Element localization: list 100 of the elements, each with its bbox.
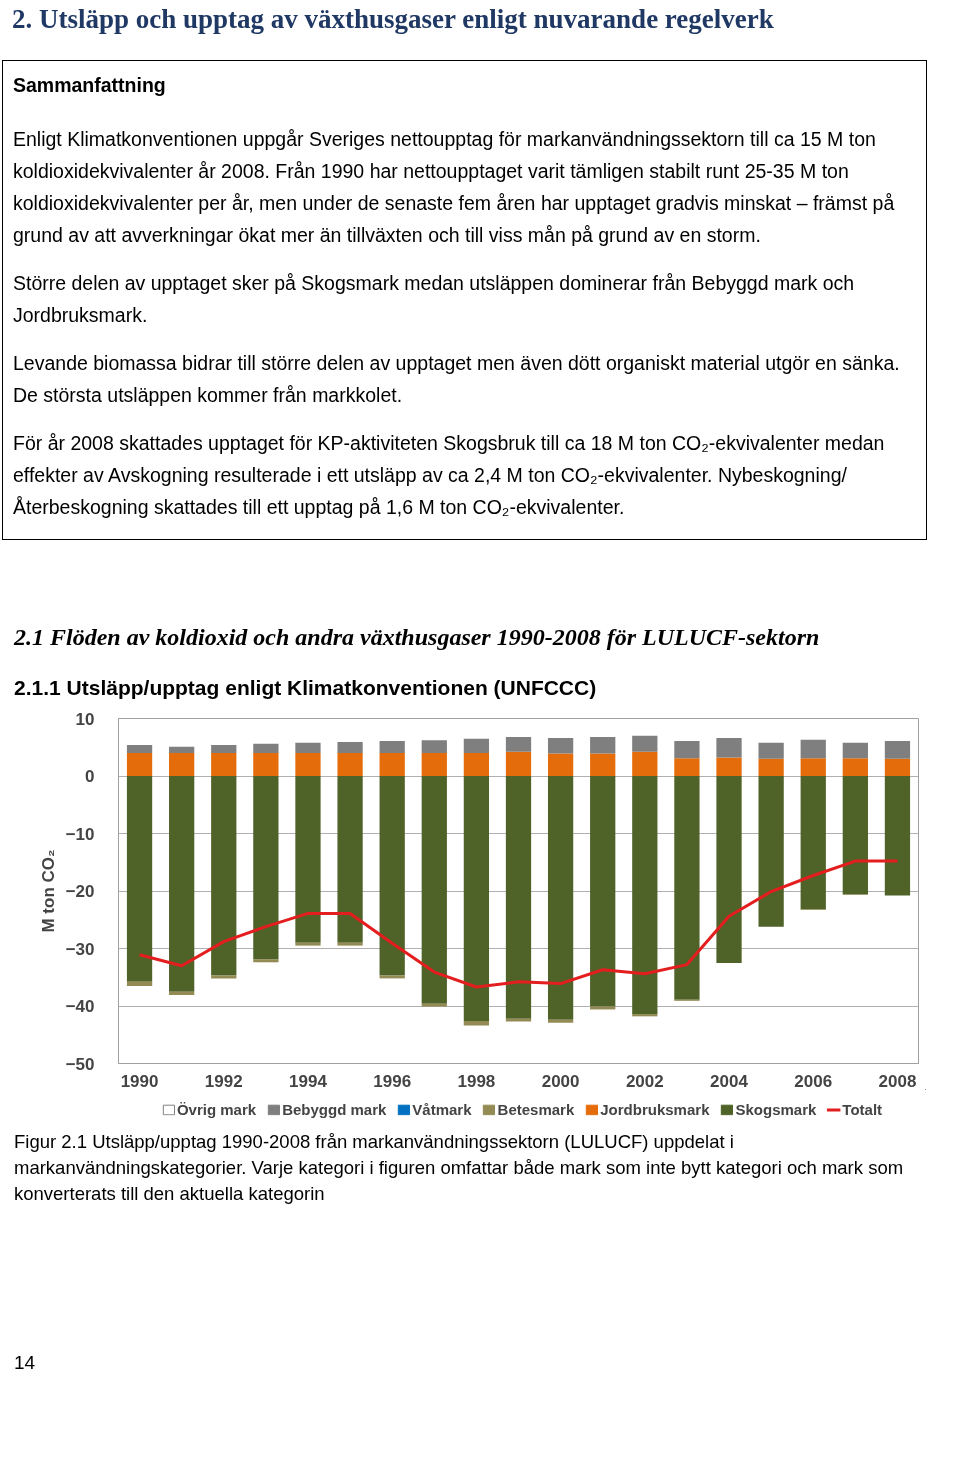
bar <box>632 735 658 752</box>
y-tick-label: −10 <box>65 824 95 844</box>
bar <box>758 742 784 759</box>
x-tick-label: 1994 <box>289 1071 328 1091</box>
bar <box>674 758 700 776</box>
bar <box>169 753 195 776</box>
bar <box>253 776 279 960</box>
y-tick-label: −30 <box>65 939 95 959</box>
x-tick-label: 1998 <box>457 1071 496 1091</box>
bar <box>379 753 405 776</box>
text: 2.1 Flöden av koldioxid och andra växthusgaser 1990-2008 för LULUCF-sektorn <box>14 623 820 652</box>
bar <box>842 758 868 776</box>
bar <box>126 776 153 982</box>
bar <box>547 738 574 754</box>
x-tick-label: 1996 <box>373 1071 412 1091</box>
bar <box>126 981 153 986</box>
y-axis-title: M ton CO₂ <box>38 849 58 933</box>
bar <box>884 758 911 776</box>
bar <box>295 942 321 946</box>
bar <box>421 776 447 1004</box>
bar <box>253 959 279 963</box>
y-tick-label: 0 <box>85 767 95 786</box>
bar <box>505 736 532 752</box>
bar <box>463 1020 490 1026</box>
legend-label: Våtmark <box>412 1100 472 1118</box>
bar <box>716 757 742 776</box>
bar <box>295 776 321 943</box>
legend-label: Jordbruksmark <box>600 1100 710 1118</box>
bar <box>505 751 532 776</box>
chart-title: 2.1.1 Utsläpp/upptag enligt Klimatkonventionen (UNFCCC) <box>14 675 597 701</box>
bar <box>169 746 195 753</box>
text: För år 2008 skattades upptaget för KP-aktiviteten Skogsbruk till ca 18 M ton CO₂-ekvivalenter medan effekter av Avskogning resulterade i ett utsläpp av ca 2,4 M ton CO₂-ekvivalenter. Nybeskogning/Återbeskogning skattades till ett upptag på 1,6 M ton CO₂-ekvivalenter. <box>13 431 886 520</box>
bar <box>632 776 658 1015</box>
bar <box>169 776 195 992</box>
text: Sammanfattning <box>13 73 167 98</box>
bar <box>211 744 237 753</box>
x-tick-label: 1990 <box>120 1071 159 1091</box>
bar <box>758 776 784 927</box>
bar <box>674 776 700 1000</box>
text: 14 <box>14 1351 36 1375</box>
bar <box>295 753 321 776</box>
legend-label: Betesmark <box>497 1100 575 1118</box>
bar <box>884 776 911 896</box>
bar <box>800 758 826 776</box>
x-tick-label: 2006 <box>794 1071 833 1091</box>
x-tick-label: 2008 <box>878 1071 917 1091</box>
y-tick-label: −40 <box>65 997 95 1016</box>
x-tick-label: 2000 <box>541 1071 580 1091</box>
bar <box>379 740 405 753</box>
bar <box>800 776 826 910</box>
bar <box>421 1003 447 1007</box>
bar <box>211 776 237 976</box>
y-tick-label: −20 <box>65 882 95 901</box>
x-tick-label: 1992 <box>204 1071 243 1091</box>
legend-label: Bebyggd mark <box>282 1100 387 1118</box>
text: Större delen av upptaget sker på Skogsmark medan utsläppen dominerar från Bebyggd mark och Jordbruksmark. <box>13 271 856 328</box>
bar <box>421 740 447 753</box>
y-tick-label: −50 <box>65 1054 95 1074</box>
bar <box>463 776 490 1021</box>
bar <box>547 776 574 1020</box>
legend-label: Totalt <box>842 1100 883 1118</box>
x-tick-label: 2002 <box>625 1071 664 1091</box>
bar <box>758 758 784 776</box>
bar <box>126 753 153 776</box>
bar <box>716 738 742 758</box>
bar <box>884 740 911 759</box>
bar <box>547 753 574 776</box>
bar <box>590 736 616 754</box>
y-tick-label: 10 <box>75 709 95 729</box>
bar <box>674 740 700 759</box>
bar <box>547 1019 574 1023</box>
bar <box>253 753 279 776</box>
bar <box>716 776 742 963</box>
bar <box>590 753 616 776</box>
bar <box>337 753 363 776</box>
bar <box>463 753 490 776</box>
bar <box>463 738 490 753</box>
bar <box>253 743 279 753</box>
text: Enligt Klimatkonventionen uppgår Sveriges nettoupptag för markanvändningssektorn till ca 15 M ton koldioxidekvivalenter år 2008. Från 1990 har nettoupptaget varit tämligen stabilt runt 25-35 M ton koldioxidekvivalenter per år, men under de senaste fem åren har upptaget gradvis minskat – främst på grund av att avverkningar ökat mer än tillväxten och till viss mån på grund av en storm. <box>13 127 896 248</box>
bar <box>632 751 658 776</box>
x-tick-label: 2004 <box>710 1071 749 1091</box>
bar <box>421 753 447 776</box>
bar <box>590 776 616 1007</box>
bar <box>337 776 363 943</box>
bar <box>295 742 321 753</box>
bar <box>842 776 868 895</box>
bar <box>505 1018 532 1022</box>
line-series <box>138 859 899 989</box>
bar <box>337 742 363 753</box>
bar <box>379 776 405 976</box>
legend-label: Övrig mark <box>176 1100 257 1118</box>
bar <box>211 753 237 776</box>
text: 2. Utsläpp och upptag av växthusgaser enligt nuvarande regelverk <box>12 3 774 36</box>
bar <box>800 739 826 759</box>
text: Levande biomassa bidrar till större delen av upptaget men även dött organiskt material utgör en sänka. De största utsläppen kommer från markkolet. <box>13 351 901 408</box>
legend-label: Skogsmark <box>735 1100 817 1118</box>
bar <box>505 776 532 1019</box>
text: Figur 2.1 Utsläpp/upptag 1990-2008 från markanvändningssektorn (LULUCF) uppdelat i markanvändningskategorier. Varje kategori i figuren omfattar både mark som inte bytt kategori och mark som konverterats till den aktuella kategorin <box>14 1130 905 1206</box>
bar <box>842 742 868 759</box>
bar <box>337 942 363 946</box>
